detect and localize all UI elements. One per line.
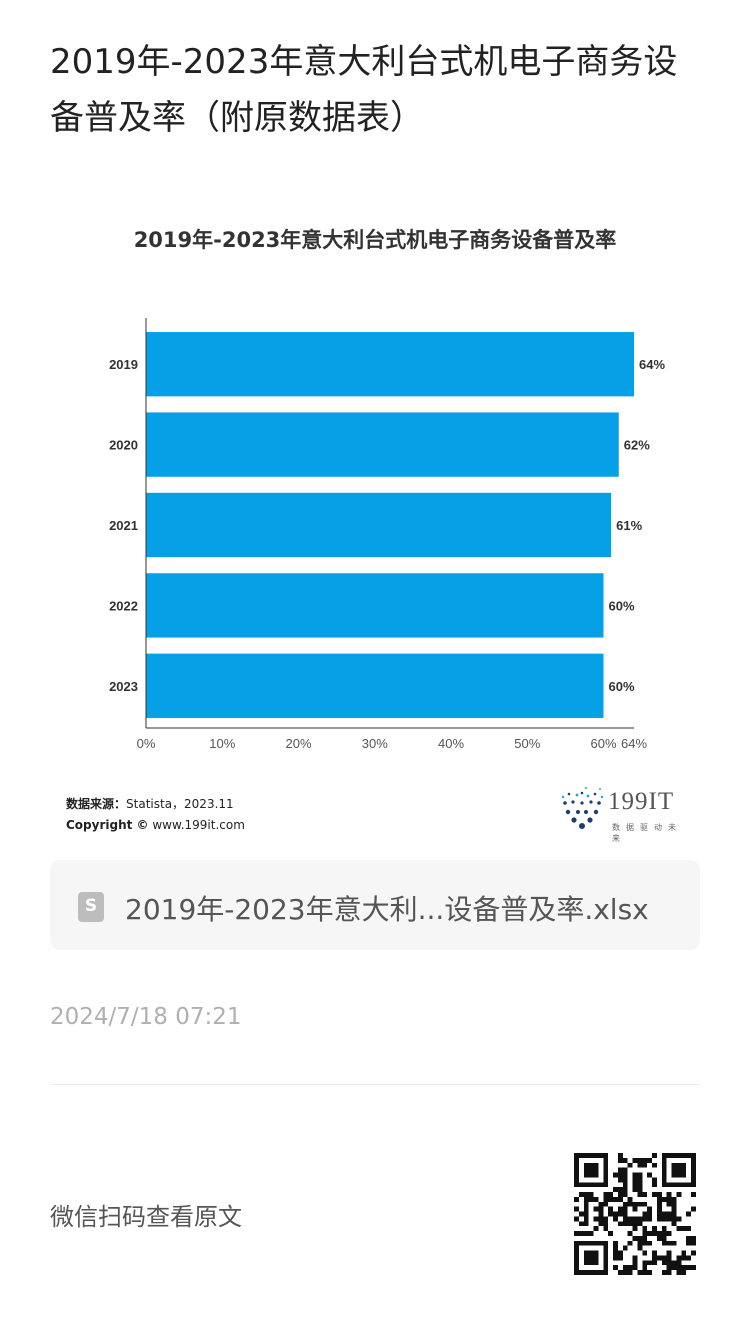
x-tick-30%: 30% xyxy=(362,736,388,751)
publish-timestamp: 2024/7/18 07:21 xyxy=(50,1004,242,1030)
x-tick-20%: 20% xyxy=(285,736,311,751)
category-label-2022: 2022 xyxy=(109,598,138,613)
logo-tagline: 数据驱动未来 xyxy=(612,823,682,843)
copyright-text: www.199it.com xyxy=(148,818,245,832)
category-label-2021: 2021 xyxy=(109,518,138,533)
x-tick-0%: 0% xyxy=(137,736,156,751)
chart-source: 数据来源：Statista，2023.11 Copyright © www.19… xyxy=(66,794,245,836)
logo-dots-icon xyxy=(561,787,604,829)
value-label-2019: 64% xyxy=(639,357,665,372)
source-label: 数据来源： xyxy=(66,797,127,811)
qr-code-icon[interactable] xyxy=(574,1153,696,1275)
logo-name: 199IT xyxy=(608,788,675,815)
bar-2022 xyxy=(146,573,604,638)
copyright-label: Copyright © xyxy=(66,818,149,832)
199it-logo: 199IT 数据驱动未来 xyxy=(560,786,690,843)
attachment-filename[interactable]: 2019年-2023年意大利...设备普及率.xlsx xyxy=(125,893,649,926)
bar-chart: 2019 64% 2020 62% 2021 61% 2022 60% 2023 60% 0% 10%… xyxy=(109,318,665,751)
x-tick-64%: 64% xyxy=(621,736,647,751)
category-label-2020: 2020 xyxy=(109,438,138,453)
x-tick-60%: 60% xyxy=(590,736,616,751)
page-title: 2019年-2023年意大利台式机电子商务设备普及率（附原数据表） xyxy=(50,42,678,138)
x-tick-40%: 40% xyxy=(438,736,464,751)
x-tick-10%: 10% xyxy=(209,736,235,751)
source-text: Statista，2023.11 xyxy=(126,797,234,811)
bar-2021 xyxy=(146,492,612,558)
chart-title: 2019年-2023年意大利台式机电子商务设备普及率 xyxy=(133,228,617,252)
value-label-2023: 60% xyxy=(609,679,635,694)
qr-label: 微信扫码查看原文 xyxy=(50,1203,242,1231)
value-label-2021: 61% xyxy=(616,518,642,533)
chart-image: 2019年-2023年意大利台式机电子商务设备普及率 2019 64% 2020 62… xyxy=(50,210,700,850)
attachment-card[interactable]: S 2019年-2023年意大利...设备普及率.xlsx xyxy=(50,860,700,950)
spreadsheet-file-icon: S xyxy=(78,892,104,922)
category-label-2019: 2019 xyxy=(109,357,138,372)
bar-2019 xyxy=(146,332,634,397)
value-label-2022: 60% xyxy=(609,598,635,613)
bar-2020 xyxy=(146,412,619,477)
x-tick-50%: 50% xyxy=(514,736,540,751)
bar-2023 xyxy=(146,653,604,718)
divider xyxy=(50,1084,700,1085)
value-label-2020: 62% xyxy=(624,438,650,453)
category-label-2023: 2023 xyxy=(109,679,138,694)
